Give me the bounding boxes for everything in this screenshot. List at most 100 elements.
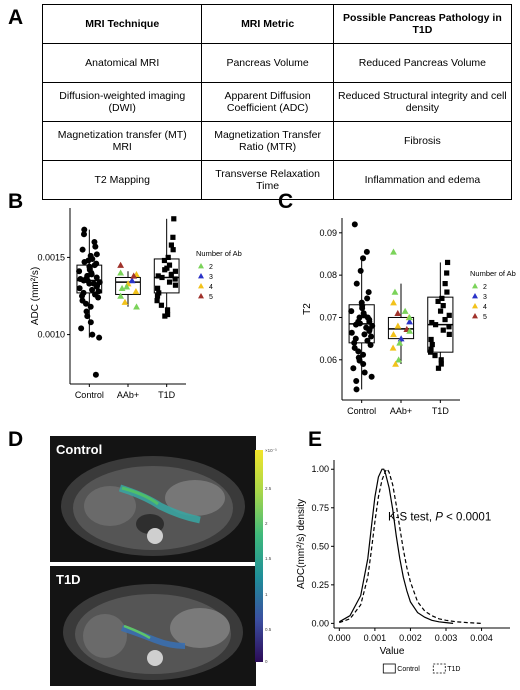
data-point-square [164, 311, 171, 318]
y-tick-label: 0.09 [319, 228, 337, 238]
table-header-cell: MRI Technique [41, 4, 203, 44]
data-point [83, 300, 90, 307]
x-tick-label: Control [347, 406, 376, 416]
data-point-triangle [117, 261, 125, 268]
data-point-square [166, 279, 173, 285]
data-point-square [168, 271, 174, 277]
x-axis-title: Value [380, 646, 405, 657]
data-point-square [165, 254, 171, 261]
data-point [91, 238, 98, 245]
x-tick-label: 0.000 [328, 633, 351, 643]
data-point-square [428, 346, 434, 352]
data-point [89, 255, 96, 262]
mri-image-control: Control [50, 436, 256, 562]
table-cell: T2 Mapping [41, 160, 203, 200]
data-point-square [429, 319, 435, 326]
data-point [89, 286, 96, 293]
data-point-triangle [406, 318, 413, 325]
data-point-square [154, 285, 161, 291]
data-point-triangle [118, 284, 126, 292]
mri-image-t1d: T1D [50, 566, 256, 686]
legend-marker [198, 263, 204, 269]
y-axis-title: T2 [302, 303, 313, 315]
data-point [368, 333, 375, 340]
data-point [95, 294, 102, 301]
data-point [348, 329, 355, 336]
y-tick-label: 0.06 [319, 355, 337, 365]
data-point-square [428, 336, 434, 343]
data-point-triangle [128, 277, 136, 284]
data-point-triangle [396, 339, 404, 346]
data-point [76, 268, 83, 275]
data-point [357, 267, 364, 274]
ks-test-annotation: K-S test, P < 0.0001 [388, 511, 491, 523]
y-axis-title: ADC(mm²/s) density [296, 499, 307, 589]
ks-test-value: < 0.0001 [443, 511, 491, 523]
data-point [350, 365, 357, 372]
data-point [76, 285, 83, 292]
t2-boxplot-svg: 0.06 0.07 0.08 0.09 Control AAb+ T1D T2 Number o… [302, 218, 516, 416]
data-point-square [162, 267, 168, 273]
data-point-square [172, 268, 179, 274]
table-cell: Magnetization transfer (MT) MRI [41, 121, 203, 161]
data-point [361, 369, 368, 376]
data-point [351, 339, 358, 346]
data-point [93, 251, 100, 258]
data-point-square [437, 308, 444, 314]
legend-label: T1D [447, 666, 460, 673]
legend-title: Number of Ab [196, 249, 242, 258]
table-cell: Inflammation and edema [332, 160, 513, 200]
mri-technique-table: MRI Technique MRI Metric Possible Pancre… [41, 4, 513, 200]
data-point-triangle [406, 327, 414, 334]
data-point-square [442, 316, 448, 323]
data-point [353, 377, 360, 384]
data-point-triangle [130, 272, 138, 279]
data-point [368, 373, 375, 380]
data-point [363, 248, 370, 255]
data-point [81, 226, 88, 233]
data-point [78, 325, 85, 332]
data-point [80, 231, 87, 238]
data-point-square [170, 234, 176, 240]
data-point [83, 308, 90, 315]
table-cell: Fibrosis [332, 121, 513, 161]
y-tick-label: 0.07 [319, 312, 337, 322]
table-header-cell: Possible Pancreas Pathology in T1D [332, 4, 513, 44]
data-point-square [427, 349, 434, 355]
table-row: Diffusion-weighted imaging (DWI) Apparen… [41, 82, 513, 122]
data-point-triangle [394, 322, 402, 329]
mri-label-t1d: T1D [56, 572, 81, 587]
legend-label: 3 [209, 274, 213, 281]
data-point-square [164, 307, 171, 313]
data-point-triangle [390, 330, 397, 338]
data-point-square [172, 276, 178, 282]
data-point [353, 386, 360, 393]
abdomen-scan-control [61, 456, 245, 556]
data-point [93, 274, 100, 281]
panel-letter-e: E [308, 428, 323, 451]
data-point [96, 334, 103, 341]
data-point-square [155, 273, 161, 279]
colorbar-tick: ×10⁻³ [265, 448, 277, 453]
x-tick-label: AAb+ [390, 406, 412, 416]
data-point-square [154, 293, 161, 299]
data-point [359, 305, 366, 312]
data-point-square [438, 361, 444, 367]
data-point-square [156, 290, 162, 296]
data-point-triangle [391, 288, 399, 295]
data-point-square [170, 247, 176, 253]
legend-label: 3 [483, 294, 487, 301]
x-tick-label: 0.001 [364, 633, 387, 643]
data-point-square [154, 298, 160, 304]
x-tick-label: AAb+ [117, 390, 139, 400]
density-line-t1d [339, 468, 482, 624]
legend-marker [198, 273, 204, 279]
legend-label: 4 [209, 284, 213, 291]
legend-marker [472, 283, 478, 289]
data-point [87, 319, 94, 326]
t2-boxplot: 0.06 0.07 0.08 0.09 Control AAb+ T1D T2 Number o… [290, 190, 520, 420]
data-point-triangle [117, 269, 125, 276]
data-point [87, 303, 94, 310]
data-point-square [435, 365, 442, 371]
data-point [84, 313, 91, 320]
